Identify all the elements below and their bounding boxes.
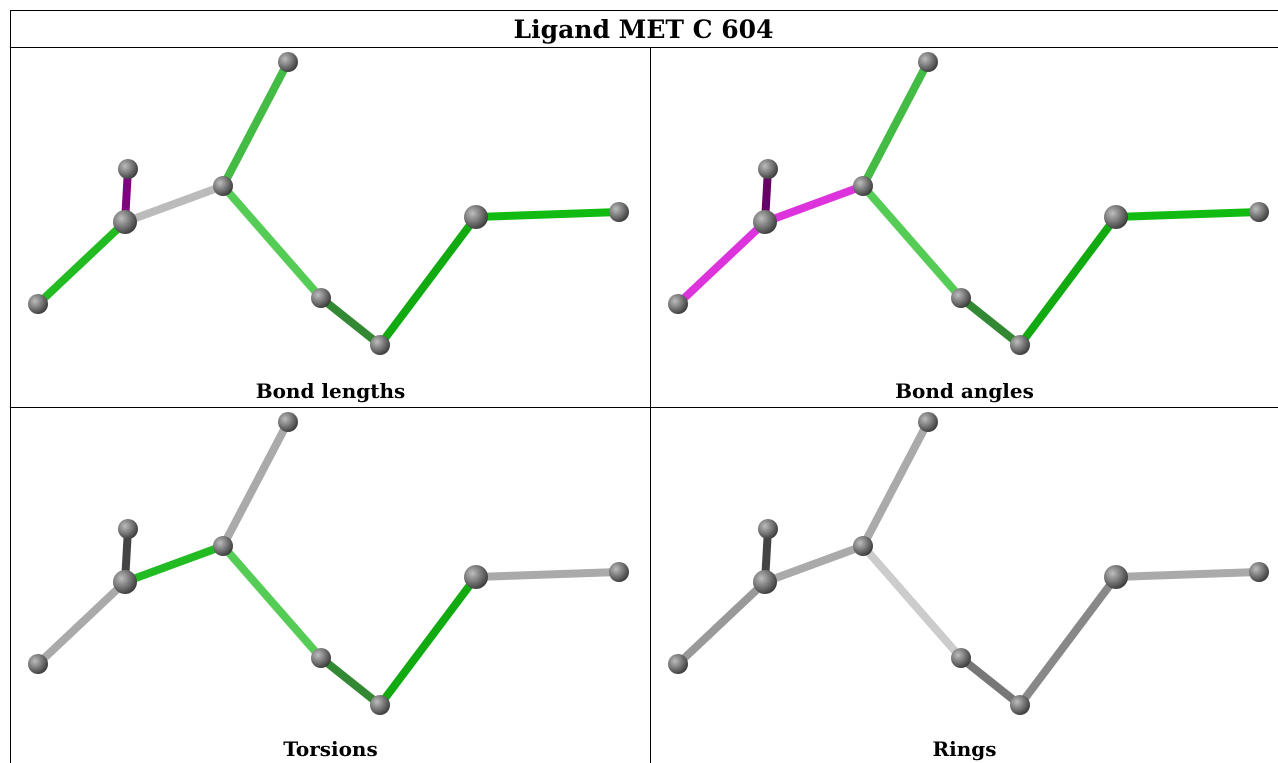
middle-divider xyxy=(650,47,651,763)
molecule-torsions xyxy=(28,412,629,715)
row-divider xyxy=(10,407,1278,408)
page-title: Ligand MET C 604 xyxy=(513,15,774,44)
atom-6 xyxy=(1010,695,1030,715)
atom-1 xyxy=(113,210,137,234)
atom-2 xyxy=(118,159,138,179)
bond-3 xyxy=(219,58,292,190)
atom-2 xyxy=(118,519,138,539)
bond-6 xyxy=(376,213,480,349)
panel-bond-lengths: Bond lengths xyxy=(11,48,650,407)
atom-4 xyxy=(918,52,938,72)
atom-3 xyxy=(213,536,233,556)
bond-6 xyxy=(1016,213,1120,349)
bond-6 xyxy=(1016,573,1120,709)
panel-rings: Rings xyxy=(651,408,1278,763)
atom-7 xyxy=(1104,565,1128,589)
atom-1 xyxy=(753,570,777,594)
atom-7 xyxy=(464,565,488,589)
atom-6 xyxy=(370,335,390,355)
atom-6 xyxy=(370,695,390,715)
atom-2 xyxy=(758,159,778,179)
bond-4 xyxy=(219,182,325,302)
caption-bond-angles: Bond angles xyxy=(895,379,1034,403)
bond-5 xyxy=(317,294,384,349)
bond-3 xyxy=(859,58,932,190)
bond-2 xyxy=(761,542,867,586)
caption-torsions: Torsions xyxy=(283,737,378,761)
bond-5 xyxy=(957,654,1024,709)
atom-5 xyxy=(311,288,331,308)
bond-0 xyxy=(674,218,769,308)
atom-8 xyxy=(609,202,629,222)
bond-7 xyxy=(472,208,623,221)
atom-8 xyxy=(609,562,629,582)
bond-0 xyxy=(674,578,769,668)
atom-0 xyxy=(28,654,48,674)
atom-4 xyxy=(918,412,938,432)
top-border xyxy=(10,10,1278,11)
panel-torsions: Torsions xyxy=(11,408,650,763)
bond-5 xyxy=(957,294,1024,349)
bond-4 xyxy=(219,542,325,662)
bond-7 xyxy=(1112,208,1263,221)
caption-rings: Rings xyxy=(932,737,997,761)
bond-2 xyxy=(121,182,227,226)
atom-4 xyxy=(278,52,298,72)
caption-bond-lengths: Bond lengths xyxy=(255,379,406,403)
atom-8 xyxy=(1249,562,1269,582)
atom-5 xyxy=(951,288,971,308)
atom-0 xyxy=(668,294,688,314)
atom-8 xyxy=(1249,202,1269,222)
atom-5 xyxy=(311,648,331,668)
atom-3 xyxy=(853,176,873,196)
bond-0 xyxy=(34,218,129,308)
atom-7 xyxy=(464,205,488,229)
atom-4 xyxy=(278,412,298,432)
bond-7 xyxy=(472,568,623,581)
atom-3 xyxy=(853,536,873,556)
molecule-bond-angles xyxy=(668,52,1269,355)
atom-3 xyxy=(213,176,233,196)
atom-1 xyxy=(113,570,137,594)
atom-6 xyxy=(1010,335,1030,355)
bond-0 xyxy=(34,578,129,668)
title-divider xyxy=(10,47,1278,48)
atom-7 xyxy=(1104,205,1128,229)
bond-6 xyxy=(376,573,480,709)
panel-bond-angles: Bond angles xyxy=(651,48,1278,407)
bond-5 xyxy=(317,654,384,709)
atom-2 xyxy=(758,519,778,539)
bond-4 xyxy=(859,542,965,662)
atom-1 xyxy=(753,210,777,234)
bond-2 xyxy=(761,182,867,226)
bond-7 xyxy=(1112,568,1263,581)
bond-2 xyxy=(121,542,227,586)
atom-5 xyxy=(951,648,971,668)
bond-4 xyxy=(859,182,965,302)
molecule-rings xyxy=(668,412,1269,715)
left-border xyxy=(10,10,11,763)
atom-0 xyxy=(668,654,688,674)
bond-3 xyxy=(219,418,292,550)
molecule-bond-lengths xyxy=(28,52,629,355)
atom-0 xyxy=(28,294,48,314)
bond-3 xyxy=(859,418,932,550)
